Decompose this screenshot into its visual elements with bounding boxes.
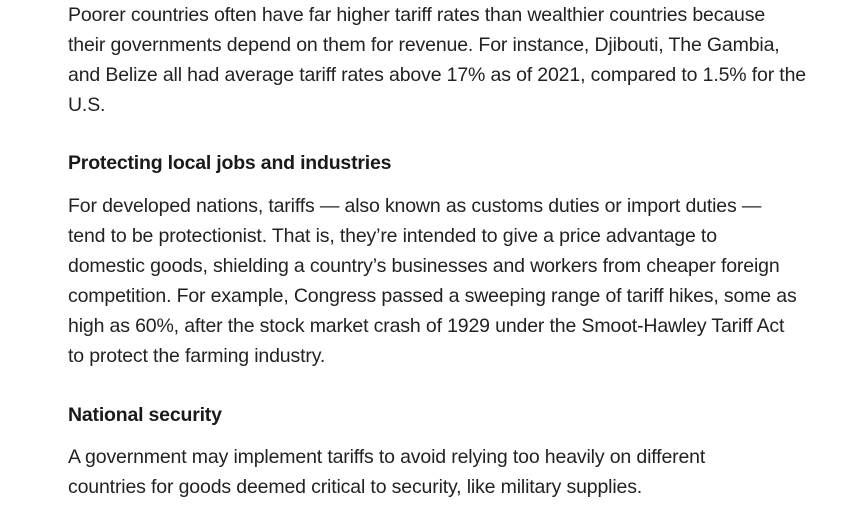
paragraph-line: A government may implement tariffs to av…	[68, 446, 706, 468]
paragraph-line: competition. For example, Congress passe…	[68, 285, 797, 307]
paragraph-line: U.S.	[68, 94, 106, 116]
intro-paragraph: Poorer countries often have far higher t…	[68, 0, 848, 120]
paragraph-line: high as 60%, after the stock market cras…	[68, 315, 785, 337]
protecting-jobs-paragraph: For developed nations, tariffs — also kn…	[68, 191, 848, 371]
section-heading-national-security: National security	[68, 404, 222, 426]
paragraph-line: Poorer countries often have far higher t…	[68, 4, 766, 26]
paragraph-line: and Belize all had average tariff rates …	[68, 64, 806, 86]
paragraph-line: to protect the farming industry.	[68, 345, 326, 367]
paragraph-line: domestic goods, shielding a country’s bu…	[68, 255, 780, 277]
paragraph-line: countries for goods deemed critical to s…	[68, 476, 643, 498]
paragraph-line: For developed nations, tariffs — also kn…	[68, 195, 762, 217]
paragraph-line: tend to be protectionist. That is, they’…	[68, 225, 717, 247]
section-heading-protecting-jobs: Protecting local jobs and industries	[68, 152, 392, 174]
national-security-paragraph: A government may implement tariffs to av…	[68, 442, 848, 502]
paragraph-line: their governments depend on them for rev…	[68, 34, 780, 56]
